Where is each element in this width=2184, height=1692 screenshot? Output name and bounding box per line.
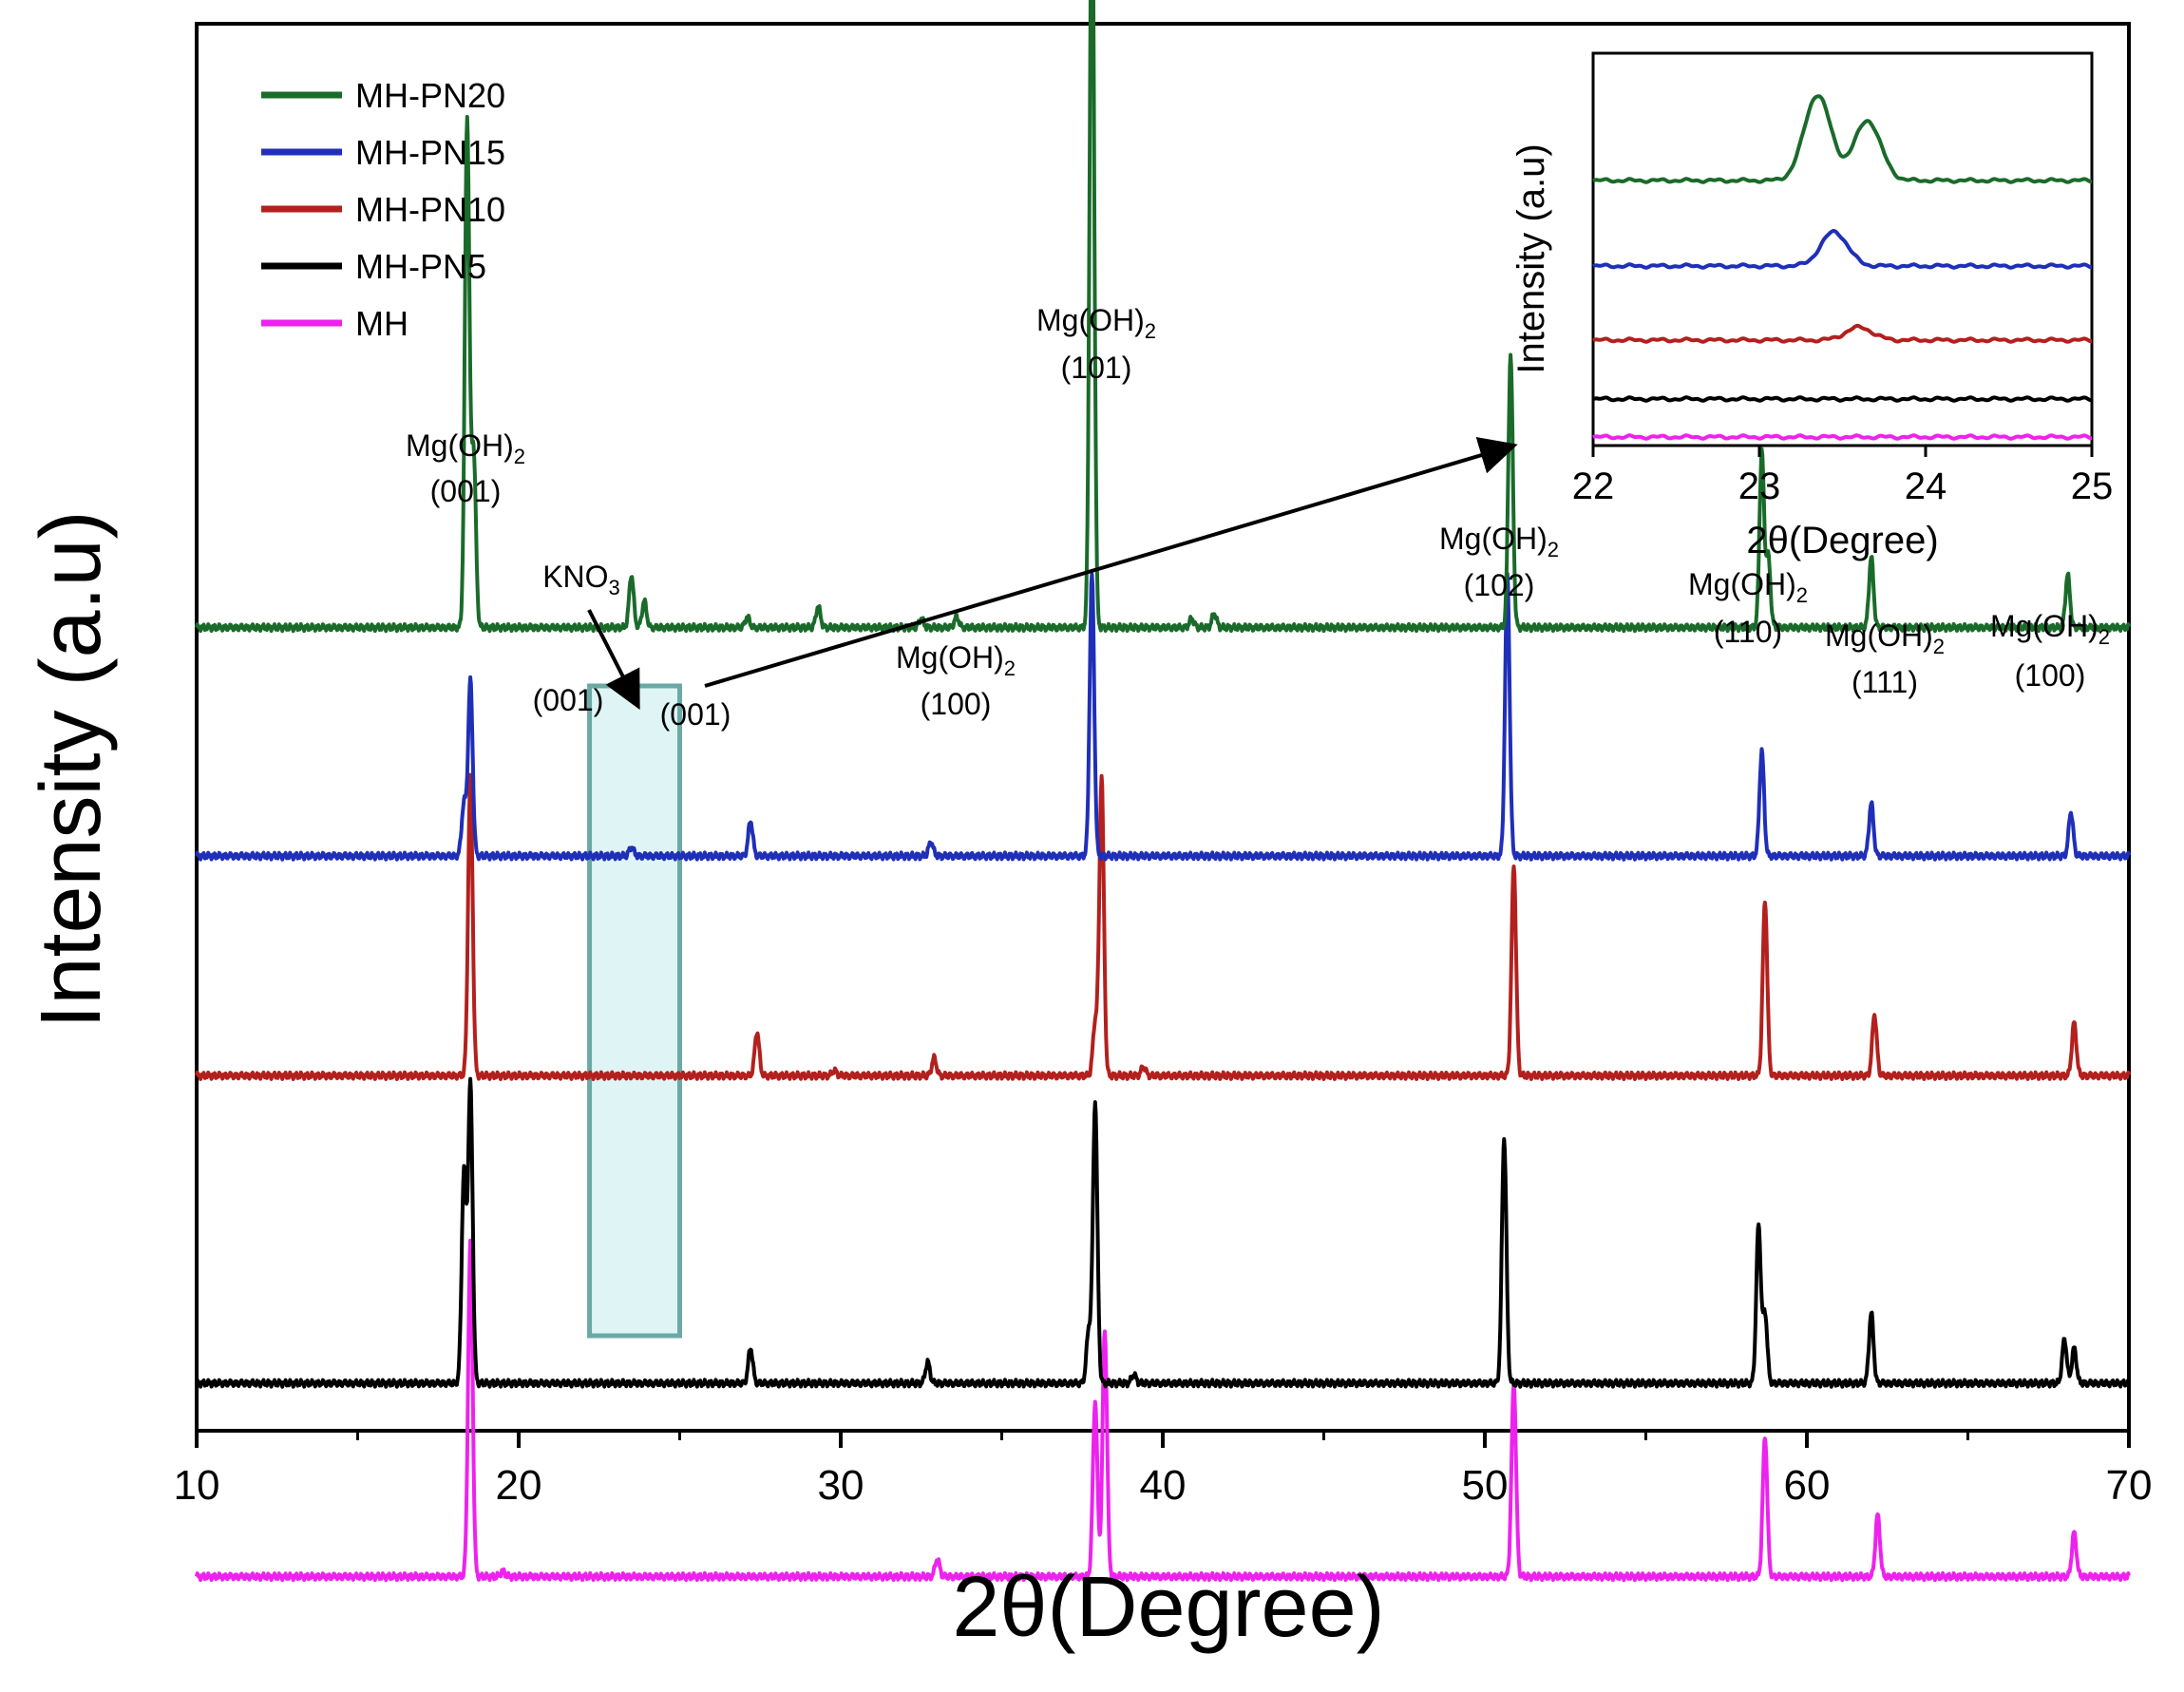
legend-label: MH-PN15 [355,133,505,172]
x-tick-label: 70 [2106,1462,2153,1509]
kno3-highlight-box [587,683,683,1339]
peak-miller-index: (100) [921,687,992,721]
peak-miller-index: (102) [1464,568,1535,602]
inset-series-mh-pn15 [1592,229,2092,270]
peak-label: Mg(OH)2 [1036,303,1156,343]
peak-miller-index: (111) [1852,665,1918,699]
peak-label: Mg(OH)2 [896,640,1016,680]
series-mh [195,1238,2131,1583]
x-tick-label: 10 [174,1462,220,1509]
kno3-arrow [587,609,640,711]
x-tick-label: 60 [1784,1462,1831,1509]
kno3-highlight-region [587,683,683,1339]
peak-miller-index: (110) [1714,615,1782,649]
x-tick-label: 30 [818,1462,864,1509]
kno3-label: KNO3 [542,560,620,599]
inset-chart: 22 23 24 25 2θ(Degree) Intensity (a.u) [1510,51,2114,561]
kno3-left-index: (001) [533,683,604,717]
x-tick-label: 20 [496,1462,542,1509]
legend-label: MH-PN20 [355,76,505,115]
series-mh-pn10 [195,772,2131,1081]
series-mh-pn5 [195,1076,2131,1389]
inset-series-mh-pn10 [1592,323,2092,344]
peak-miller-index: (001) [430,474,502,508]
legend-label: MH [355,304,408,343]
inset-border [1591,51,2094,447]
inset-x-tick-label: 23 [1738,466,1781,507]
x-tick-label: 40 [1140,1462,1187,1509]
x-tick-label: 50 [1462,1462,1509,1509]
peak-label: Mg(OH)2 [1688,567,1808,607]
peak-label: Mg(OH)2 [1825,618,1945,658]
y-axis-title: Intensity (a.u) [24,510,119,1028]
inset-x-tick-label: 25 [2071,466,2114,507]
peak-miller-index: (101) [1061,351,1132,385]
peak-label: Mg(OH)2 [406,428,525,468]
legend-label: MH-PN10 [355,190,505,229]
peak-label: Mg(OH)2 [1439,522,1559,561]
inset-x-axis-title: 2θ(Degree) [1746,520,1938,561]
annotation-arrows [587,436,1518,711]
x-axis-title: 2θ(Degree) [952,1560,1384,1655]
peak-label: Mg(OH)2 [1990,609,2110,649]
inset-y-axis-title: Intensity (a.u) [1510,143,1552,373]
legend-label: MH-PN5 [355,247,486,286]
series-mh-pn20 [195,0,2131,634]
inset-x-tick-label: 24 [1905,466,1947,507]
legend: MH-PN20 MH-PN15 MH-PN10 MH-PN5 MH [261,76,505,343]
inset-x-tick-label: 22 [1572,466,1615,507]
inset-series-mh [1592,433,2092,441]
inset-series-mh-pn5 [1592,395,2092,403]
inset-zoom-arrow [704,436,1518,688]
x-axis-ticks: 10 20 30 40 50 60 70 [174,1431,2153,1509]
series-lines [195,0,2131,1583]
inset-series-mh-pn20 [1592,94,2092,184]
peak-miller-index: (100) [2015,658,2086,693]
peak-annotations: Mg(OH)2 (001) Mg(OH)2 (101) Mg(OH)2 (100) Mg(O… [406,303,2110,732]
series-mh-pn15 [195,571,2131,862]
kno3-right-index: (001) [660,697,731,732]
